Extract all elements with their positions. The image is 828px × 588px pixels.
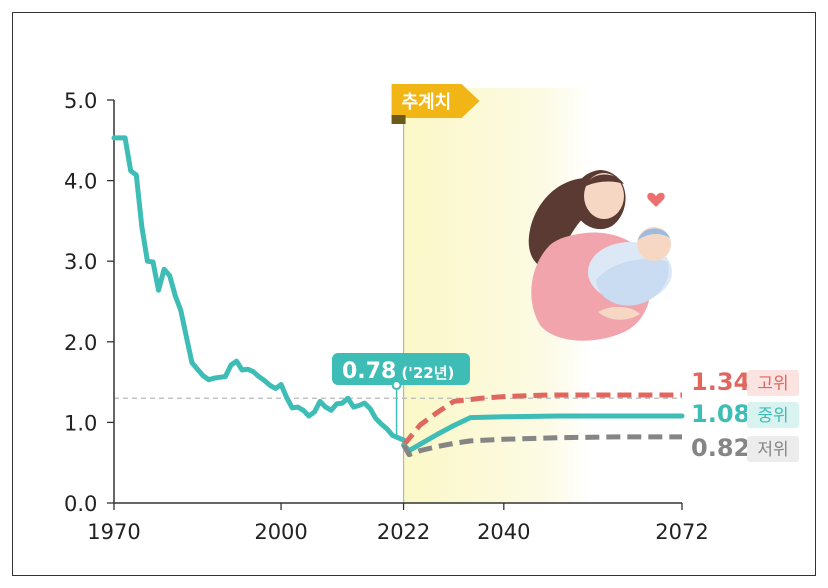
series-line-high [401, 392, 682, 447]
annotation-marker [391, 380, 402, 390]
chart-frame [12, 12, 816, 576]
y-tick-label: 2.0 [64, 331, 97, 355]
end-name-high: 고위 [757, 374, 788, 394]
end-badge-low [747, 436, 799, 462]
x-tick-label: 2072 [655, 520, 708, 544]
annotation-value: 0.78 [342, 359, 396, 384]
y-tick-label: 3.0 [64, 250, 97, 274]
x-tick-label: 1970 [87, 520, 140, 544]
projection-arrow: 추계치 [391, 84, 480, 124]
tick-labels: 0.0 1.0 2.0 3.0 4.0 5.0 1970 2000 2022 2040 2072 [64, 89, 709, 544]
end-value-mid: 1.08 [691, 400, 750, 428]
end-badge-high [747, 370, 799, 396]
end-name-low: 저위 [757, 440, 788, 460]
mother-baby-illustration [528, 170, 672, 341]
end-value-low: 0.82 [691, 434, 750, 462]
series-line-low [401, 434, 682, 458]
series-lines [111, 135, 685, 458]
end-badge-mid [747, 402, 799, 428]
y-tick-label: 4.0 [64, 170, 97, 194]
end-name-mid: 중위 [757, 406, 788, 426]
x-tick-label: 2000 [254, 520, 307, 544]
svg-text:0.78 ('22년): 0.78 ('22년) [342, 359, 454, 384]
axes [107, 99, 683, 510]
end-labels: 1.34 고위 1.08 중위 0.82 저위 [691, 368, 799, 462]
annotation-0-78: 0.78 ('22년) [332, 353, 470, 439]
projection-label: 추계치 [402, 92, 452, 113]
series-line-historical [111, 135, 407, 443]
end-value-high: 1.34 [691, 368, 750, 396]
y-tick-label: 1.0 [64, 411, 97, 435]
series-line-mid [401, 413, 685, 454]
x-tick-label: 2040 [477, 520, 530, 544]
y-tick-label: 5.0 [64, 89, 97, 113]
x-tick-label: 2022 [377, 520, 430, 544]
y-tick-label: 0.0 [64, 492, 97, 516]
annotation-suffix: ('22년) [401, 364, 454, 382]
